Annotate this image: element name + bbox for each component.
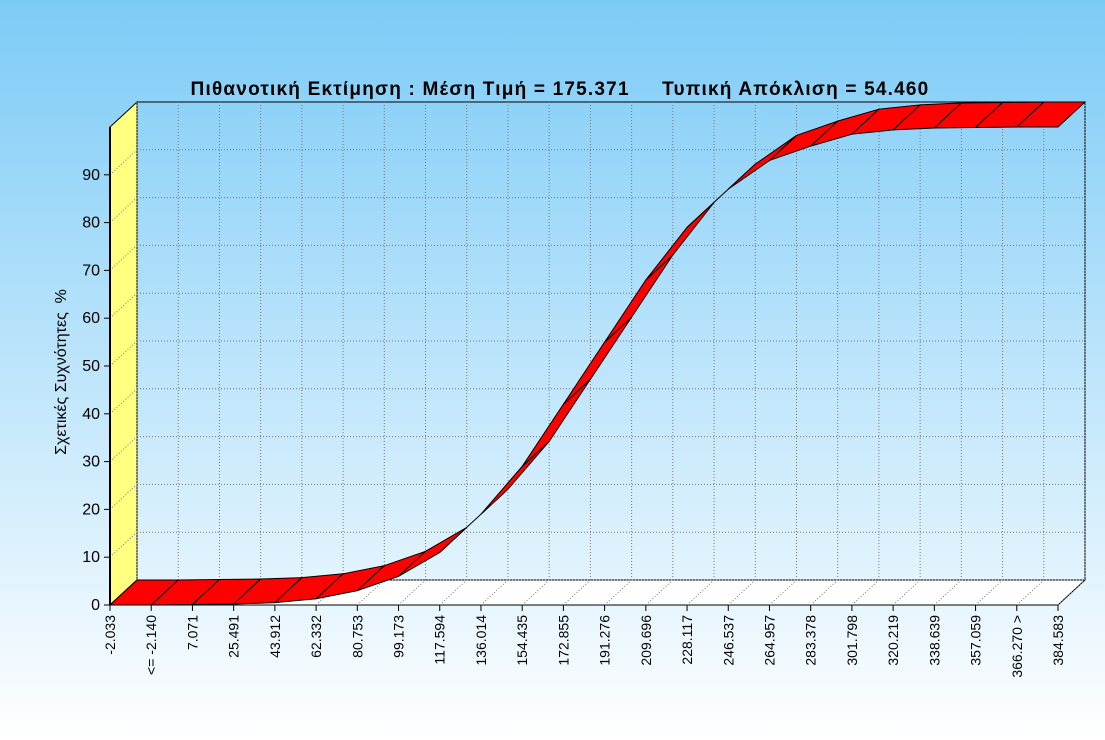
grid-line	[109, 292, 138, 319]
x-tick-label: 283.378	[803, 615, 819, 666]
x-tick-label: 320.219	[885, 615, 901, 666]
x-tick-label: 191.276	[597, 615, 613, 666]
grid-line	[109, 388, 138, 415]
plot-area: 0 10 20 30 40 50 60 70 80 90 -2.033 <= -2.140 7.071 2…	[82, 100, 1087, 678]
grid-line	[521, 579, 550, 606]
grid-line	[109, 340, 138, 367]
x-tick-label: <= -2.140	[143, 615, 159, 675]
grid-line	[810, 579, 839, 606]
x-tick-label: 43.912	[267, 615, 283, 658]
y-tick-label: 70	[82, 262, 100, 279]
y-tick-label: 90	[82, 167, 100, 184]
grid-line	[851, 579, 880, 606]
y-tick-label: 80	[82, 215, 100, 232]
y-tick-label: 50	[82, 358, 100, 375]
x-tick-label: 117.594	[432, 615, 448, 665]
chart-title: Πιθανοτική Εκτίμηση : Μέση Τιμή = 175.37…	[191, 79, 930, 100]
grid-line	[109, 245, 138, 271]
grid-line	[109, 197, 138, 223]
x-tick-label: 62.332	[308, 615, 324, 658]
y-tick-label: 40	[82, 406, 100, 423]
grid-line	[480, 579, 509, 606]
x-tick-label: 338.639	[926, 615, 942, 666]
grid-line	[686, 579, 715, 606]
grid-line	[892, 579, 921, 606]
x-tick-label: 246.537	[720, 615, 736, 666]
x-tick-label: 228.117	[679, 615, 695, 665]
x-tick-label: -2.033	[102, 615, 118, 655]
x-tick-label: 99.173	[391, 615, 407, 658]
x-tick-label: 7.071	[184, 615, 200, 650]
x-tick-label: 301.798	[844, 615, 860, 666]
x-tick-label: 357.059	[968, 615, 984, 666]
x-tick-label: 25.491	[226, 615, 242, 658]
x-tick-label: 384.583	[1050, 615, 1066, 666]
grid-line	[109, 531, 138, 558]
grid-line	[109, 436, 138, 462]
y-tick-label: 30	[82, 454, 100, 471]
y-tick-label: 10	[82, 549, 100, 566]
y-tick-label: 0	[91, 597, 100, 614]
grid-line	[604, 579, 632, 606]
x-tick-label: 154.435	[514, 615, 530, 666]
grid-line	[398, 579, 426, 606]
x-tick-label: 136.014	[473, 615, 489, 666]
grid-line	[769, 579, 797, 606]
x-tick-label: 264.957	[761, 615, 777, 666]
x-tick-label: 366.270 >	[1009, 615, 1025, 678]
grid-line	[109, 149, 138, 176]
grid-line	[109, 484, 138, 510]
grid-line	[727, 579, 756, 606]
x-tick-label: 80.753	[349, 615, 365, 658]
grid-line	[563, 579, 591, 606]
grid-line	[439, 579, 468, 606]
grid-line	[975, 579, 1003, 606]
grid-line	[1057, 579, 1086, 606]
x-tick-label: 172.855	[555, 615, 571, 666]
y-tick-label: 60	[82, 310, 100, 327]
grid-line	[934, 579, 962, 606]
x-tick-label: 209.696	[638, 615, 654, 666]
grid-line	[356, 579, 385, 606]
grid-line	[1016, 579, 1045, 606]
y-axis-label: Σχετικές Συχνότητες %	[53, 289, 70, 455]
grid-line	[645, 579, 674, 606]
y-tick-label: 20	[82, 501, 100, 518]
ribbon-segment	[1015, 101, 1087, 128]
